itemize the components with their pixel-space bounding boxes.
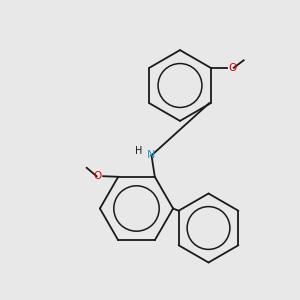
Text: O: O	[228, 63, 237, 73]
Text: N: N	[147, 150, 156, 161]
Text: O: O	[93, 171, 101, 181]
Text: H: H	[135, 146, 142, 156]
